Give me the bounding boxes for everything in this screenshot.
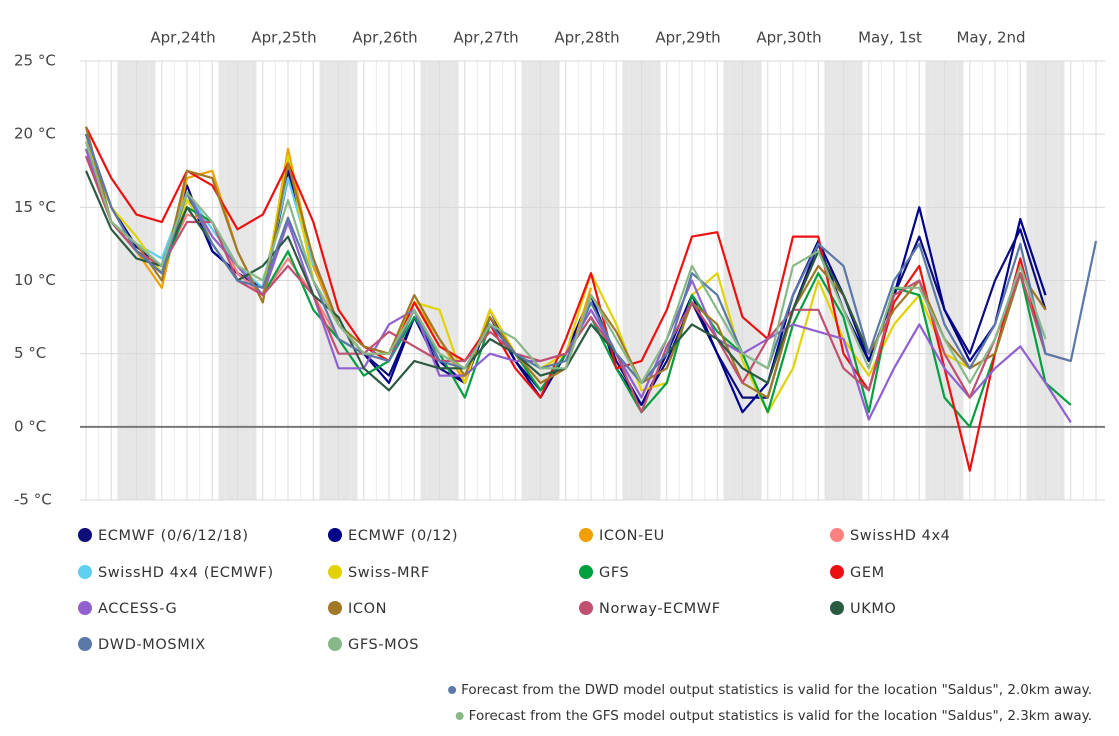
legend-swatch [328,637,342,651]
x-tick-label: Apr,24th [150,29,215,47]
x-tick-label: Apr,26th [352,29,417,47]
legend-swatch [830,528,844,542]
legend-label: ICON-EU [599,528,665,544]
series-line [84,141,1047,384]
legend-label: SwissHD 4x4 (ECMWF) [98,565,274,581]
legend-swatch [579,565,593,579]
legend-label: Swiss-MRF [348,565,430,581]
legend-label: SwissHD 4x4 [850,528,951,544]
y-tick-label: 0 °C [14,417,46,435]
x-tick-label: Apr,25th [251,29,316,47]
legend-label: GFS-MOS [348,637,419,653]
footnote-dot [448,686,457,694]
legend-swatch [78,528,92,542]
y-tick-label: 5 °C [14,344,46,362]
legend-label: GFS [599,565,629,581]
legend-swatch [78,637,92,651]
x-tick-label: May, 2nd [956,29,1025,47]
legend-label: UKMO [850,601,896,617]
legend-label: Norway-ECMWF [599,601,721,617]
x-tick-label: Apr,28th [554,29,619,47]
legend-swatch [328,601,342,615]
y-tick-label: -5 °C [14,491,52,509]
legend-swatch [78,565,92,579]
series-line [85,126,1047,472]
legend-swatch [830,601,844,615]
x-tick-label: Apr,29th [655,29,720,47]
x-tick-label: May, 1st [858,29,922,47]
y-tick-label: 20 °C [14,125,56,143]
legend-swatch [328,565,342,579]
legend-swatch [830,565,844,579]
legend-swatch [579,601,593,615]
footnote: Forecast from the GFS model output stati… [469,708,1092,724]
x-tick-label: Apr,27th [453,29,518,47]
legend-swatch [78,601,92,615]
legend-label: GEM [850,565,885,581]
legend-label: DWD-MOSMIX [98,637,206,653]
series-line [84,133,1098,384]
legend-swatch [579,528,593,542]
legend-label: ICON [348,601,387,617]
legend-label: ECMWF (0/6/12/18) [98,528,249,544]
y-tick-label: 15 °C [14,198,56,216]
footnote: Forecast from the DWD model output stati… [461,682,1092,698]
footnote-dot [455,712,464,720]
y-tick-label: 25 °C [14,52,56,70]
legend-swatch [328,528,342,542]
legend-label: ACCESS-G [98,601,177,617]
legend-label: ECMWF (0/12) [348,528,458,544]
x-tick-label: Apr,30th [756,29,821,47]
y-tick-label: 10 °C [14,271,56,289]
